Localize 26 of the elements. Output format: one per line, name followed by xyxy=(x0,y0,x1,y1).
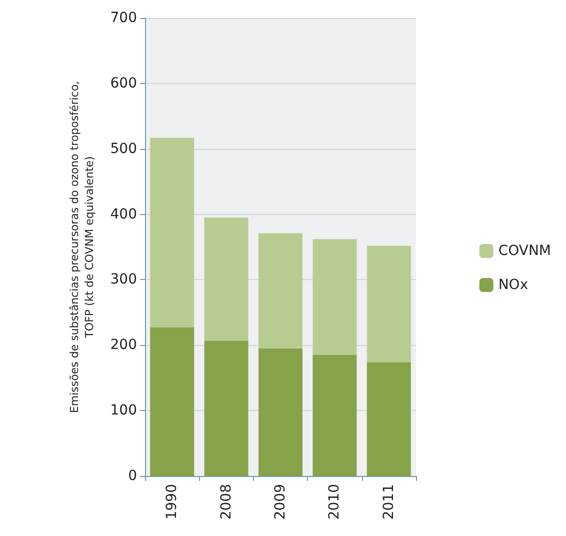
bar xyxy=(204,340,248,476)
bar xyxy=(312,239,357,355)
y-tick-label: 500 xyxy=(110,140,137,157)
y-tick-label: 700 xyxy=(110,10,137,26)
x-tick-label: 2010 xyxy=(326,484,343,520)
y-tick-label: 0 xyxy=(128,468,137,484)
y-tick-label: 100 xyxy=(110,402,137,419)
x-tick-label: 2008 xyxy=(218,484,234,520)
legend-label: NOx xyxy=(498,277,528,293)
x-tick-label: 1990 xyxy=(164,484,180,520)
bar xyxy=(204,218,248,341)
y-tick-label: 300 xyxy=(110,272,137,288)
y-tick-label: 400 xyxy=(110,206,137,222)
bar xyxy=(366,246,411,362)
bar xyxy=(366,362,411,476)
bar xyxy=(312,354,357,476)
y-tick-label: 600 xyxy=(110,75,137,92)
y-tick-label: 200 xyxy=(110,337,137,354)
y-axis-title: Emissões de substâncias precursoras do ozono troposférico, TOFP (kt de COVNM equivalente) xyxy=(68,80,96,414)
bar xyxy=(150,138,194,328)
bar xyxy=(258,348,302,476)
bar xyxy=(150,327,194,476)
x-tick-label: 2011 xyxy=(380,484,397,520)
bar xyxy=(258,233,302,348)
x-tick-label: 2009 xyxy=(272,484,288,520)
legend-label: COVNM xyxy=(498,243,552,259)
